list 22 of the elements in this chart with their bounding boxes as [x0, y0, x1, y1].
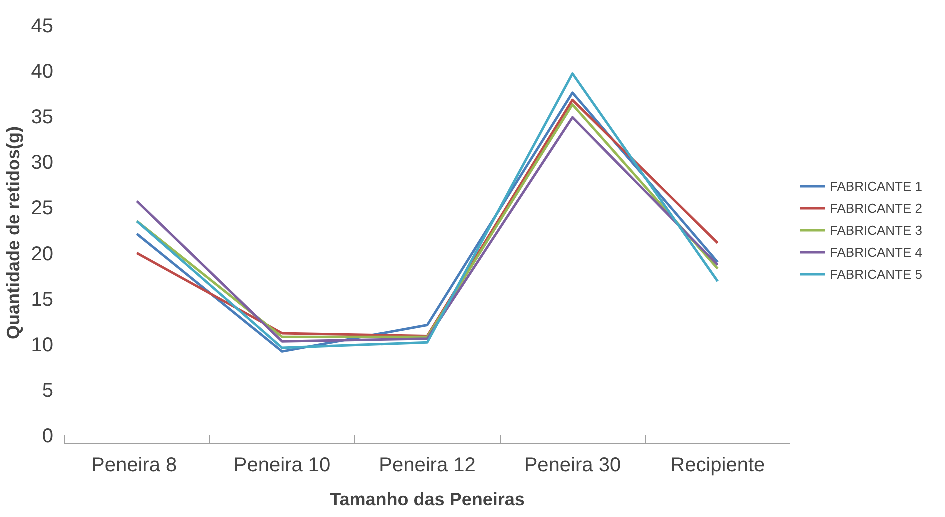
- y-tick-label: 35: [31, 106, 54, 129]
- y-tick-label: 10: [31, 334, 54, 356]
- y-tick-label: 20: [31, 243, 54, 266]
- x-tick-label: Recipiente: [670, 454, 766, 476]
- y-tick-label: 25: [31, 198, 54, 220]
- y-tick-label: 40: [31, 61, 54, 84]
- legend-label: FABRICANTE 1: [830, 178, 922, 194]
- x-axis-title: Tamanho das Peneiras: [330, 490, 525, 510]
- y-tick-label: 30: [31, 152, 54, 174]
- y-tick-label: 15: [31, 288, 54, 311]
- y-axis-title: Quantidade de retidos(g): [3, 126, 24, 340]
- legend-label: FABRICANTE 4: [830, 244, 922, 260]
- x-tick-label: Peneira 10: [234, 454, 331, 476]
- x-tick-label: Peneira 30: [524, 454, 622, 476]
- y-tick-label: 0: [42, 426, 54, 448]
- x-tick-label: Peneira 12: [379, 454, 476, 476]
- legend-label: FABRICANTE 2: [830, 200, 922, 216]
- legend-label: FABRICANTE 5: [830, 266, 922, 282]
- x-tick-label: Peneira 8: [92, 454, 178, 476]
- y-tick-label: 5: [42, 380, 54, 402]
- y-tick-label: 45: [31, 16, 54, 38]
- legend-label: FABRICANTE 3: [830, 222, 922, 238]
